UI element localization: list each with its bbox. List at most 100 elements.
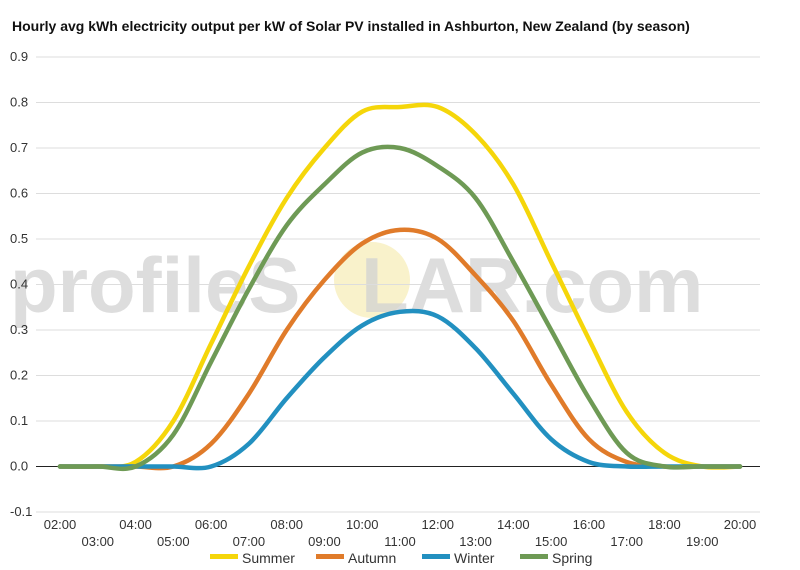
data-point-summer — [549, 259, 554, 264]
data-point-summer — [322, 146, 327, 151]
data-point-autumn — [435, 237, 440, 242]
data-point-summer — [284, 196, 289, 201]
x-tick-label: 04:00 — [119, 517, 152, 532]
data-point-winter — [473, 346, 478, 351]
legend-label: Spring — [552, 550, 592, 566]
data-point-summer — [662, 450, 667, 455]
data-point-summer — [246, 264, 251, 269]
y-axis-ticks: -0.1 0.0 0.1 0.2 0.3 0.4 0.5 0.6 0.7 0.8 0.9 — [10, 49, 32, 519]
legend-item-winter[interactable]: Winter — [422, 550, 495, 566]
data-point-spring — [473, 196, 478, 201]
data-point-spring — [624, 450, 629, 455]
x-tick-label: 09:00 — [308, 534, 341, 549]
data-point-summer — [624, 409, 629, 414]
x-tick-label: 02:00 — [44, 517, 77, 532]
x-tick-label: 14:00 — [497, 517, 530, 532]
data-point-spring — [133, 464, 138, 469]
x-tick-label: 11:00 — [384, 534, 416, 549]
y-tick-label: 0.0 — [10, 459, 28, 474]
x-tick-label: 13:00 — [459, 534, 492, 549]
legend-label: Autumn — [348, 550, 396, 566]
legend-label: Summer — [242, 550, 295, 566]
data-point-winter — [549, 437, 554, 442]
y-tick-label: 0.1 — [10, 413, 28, 428]
data-point-winter — [322, 355, 327, 360]
data-point-spring — [171, 432, 176, 437]
x-tick-label: 10:00 — [346, 517, 379, 532]
x-tick-label: 17:00 — [610, 534, 643, 549]
data-point-autumn — [511, 318, 516, 323]
data-point-spring — [95, 464, 100, 469]
x-tick-label: 07:00 — [233, 534, 266, 549]
data-point-spring — [435, 164, 440, 169]
legend-swatch — [422, 554, 450, 559]
series-line-summer — [57, 102, 743, 470]
legend-label: Winter — [454, 550, 495, 566]
series-line-winter — [57, 308, 743, 471]
watermark-sun-icon — [334, 242, 410, 318]
data-point-spring — [662, 464, 667, 469]
data-point-spring — [246, 287, 251, 292]
x-tick-label: 03:00 — [82, 534, 115, 549]
legend: Summer Autumn Winter Spring — [210, 550, 592, 566]
data-point-summer — [435, 105, 440, 110]
x-tick-label: 19:00 — [686, 534, 719, 549]
y-tick-label: 0.6 — [10, 186, 28, 201]
data-point-winter — [246, 441, 251, 446]
data-point-winter — [624, 464, 629, 469]
x-tick-label: 20:00 — [724, 517, 757, 532]
data-point-spring — [398, 146, 403, 151]
data-point-spring — [322, 182, 327, 187]
data-point-winter — [209, 464, 214, 469]
data-point-spring — [549, 328, 554, 333]
data-point-autumn — [284, 328, 289, 333]
x-tick-label: 08:00 — [270, 517, 303, 532]
data-point-summer — [473, 132, 478, 137]
data-point-autumn — [246, 391, 251, 396]
data-point-summer — [171, 419, 176, 424]
data-point-autumn — [473, 273, 478, 278]
y-tick-label: -0.1 — [10, 504, 32, 519]
x-tick-label: 18:00 — [648, 517, 681, 532]
data-point-winter — [435, 314, 440, 319]
data-point-winter — [398, 309, 403, 314]
data-point-spring — [360, 150, 365, 155]
y-tick-label: 0.9 — [10, 49, 28, 64]
data-point-autumn — [624, 459, 629, 464]
x-tick-label: 12:00 — [422, 517, 455, 532]
data-point-spring — [58, 464, 63, 469]
data-point-spring — [738, 464, 743, 469]
data-point-spring — [284, 223, 289, 228]
x-tick-label: 05:00 — [157, 534, 190, 549]
legend-item-autumn[interactable]: Autumn — [316, 550, 396, 566]
data-point-spring — [511, 259, 516, 264]
data-point-winter — [586, 459, 591, 464]
chart-title: Hourly avg kWh electricity output per kW… — [12, 18, 690, 34]
y-tick-label: 0.5 — [10, 231, 28, 246]
data-point-spring — [209, 359, 214, 364]
legend-item-spring[interactable]: Spring — [520, 550, 592, 566]
data-point-spring — [586, 396, 591, 401]
data-point-summer — [398, 105, 403, 110]
data-point-summer — [209, 341, 214, 346]
data-point-autumn — [209, 441, 214, 446]
data-point-summer — [360, 109, 365, 114]
y-tick-label: 0.3 — [10, 322, 28, 337]
y-tick-label: 0.7 — [10, 140, 28, 155]
data-point-autumn — [549, 382, 554, 387]
series-line-spring — [57, 144, 743, 472]
legend-item-summer[interactable]: Summer — [210, 550, 295, 566]
legend-swatch — [210, 554, 238, 559]
data-point-summer — [511, 182, 516, 187]
x-tick-label: 16:00 — [573, 517, 606, 532]
x-axis-ticks: 02:00 03:00 04:00 05:00 06:00 07:00 08:00 09:00… — [44, 517, 757, 549]
legend-swatch — [520, 554, 548, 559]
data-point-winter — [171, 464, 176, 469]
legend-swatch — [316, 554, 344, 559]
data-point-autumn — [322, 277, 327, 282]
y-tick-label: 0.2 — [10, 368, 28, 383]
y-tick-label: 0.8 — [10, 95, 28, 110]
y-tick-label: 0.4 — [10, 277, 28, 292]
